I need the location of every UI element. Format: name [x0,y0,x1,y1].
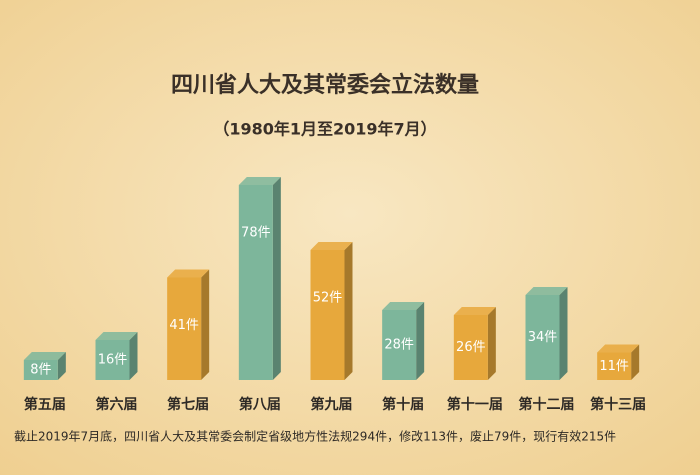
x-tick-label: 第十一届 [447,396,503,413]
value-label: 11件 [599,359,629,374]
bar [310,250,345,380]
bar-side [344,242,353,380]
bar-top [597,344,640,353]
bar [382,310,417,380]
value-label: 78件 [241,226,271,241]
value-label: 41件 [169,318,199,333]
bar-top [525,287,568,295]
bar [238,185,273,380]
bar-side [487,307,496,380]
footnote: 截止2019年7月底，四川省人大及其常委会制定省级地方性法规294件，修改113… [14,429,616,444]
value-label: 26件 [456,340,486,355]
bar [95,340,130,380]
value-label: 8件 [30,363,51,378]
bar-top [167,269,210,278]
bar [167,277,202,380]
bar-side [631,344,640,380]
x-tick-label: 第七届 [167,396,209,413]
bar-side [559,287,568,380]
x-tick-label: 第十二届 [519,396,575,413]
bar [597,352,632,380]
bar [453,315,488,380]
value-label: 16件 [98,353,128,368]
bar-top [382,302,425,310]
bar-top [238,177,281,185]
bar-side [57,352,66,380]
bar-top [310,242,353,250]
value-label: 28件 [384,338,414,353]
x-tick-label: 第六届 [96,396,138,413]
bar-side [129,332,138,380]
x-tick-label: 第五届 [24,396,66,413]
bar [525,295,560,380]
bar [23,360,58,380]
bar-side [416,302,425,380]
x-tick-label: 第九届 [311,396,353,413]
bar-top [453,307,496,315]
bar-side [201,269,210,380]
bar-top [23,352,66,360]
x-tick-label: 第十三届 [590,396,646,413]
x-tick-label: 第八届 [239,396,281,413]
value-label: 52件 [313,291,343,306]
x-tick-label: 第十届 [382,396,424,413]
chart-subtitle: （1980年1月至2019年7月） [213,120,436,139]
bar-top [95,332,138,340]
value-label: 34件 [528,330,558,345]
bar-side [272,177,281,380]
chart-title: 四川省人大及其常委会立法数量 [171,72,479,98]
